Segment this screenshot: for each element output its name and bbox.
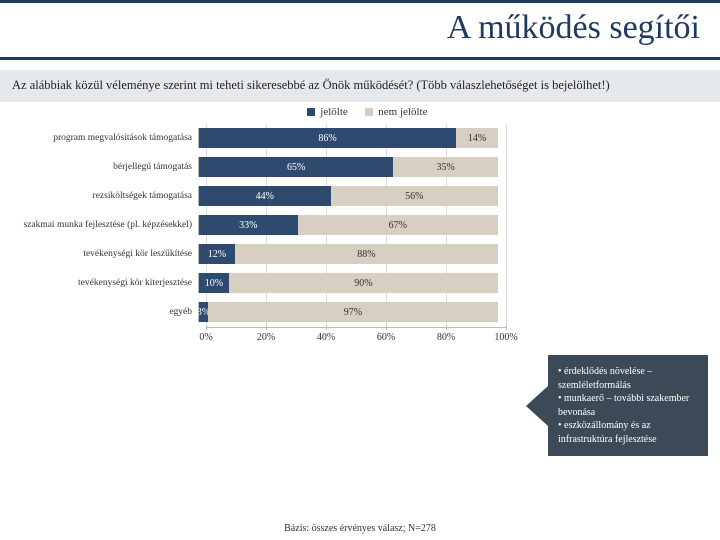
bar-segment-a: 86% (199, 128, 456, 148)
row-label: tevékenységi kör leszűkítése (8, 249, 198, 259)
legend-swatch-b (365, 108, 373, 116)
chart-row: tevékenységi kör leszűkítése12%88% (8, 240, 708, 269)
bar-track: 65%35% (198, 157, 498, 177)
chart-row: szakmai munka fejlesztése (pl. képzésekk… (8, 211, 708, 240)
chart-row: program megvalósítások támogatása86%14% (8, 124, 708, 153)
bar-track: 44%56% (198, 186, 498, 206)
chart-row: egyéb3%97% (8, 298, 708, 327)
row-label: bérjellegű támogatás (8, 162, 198, 172)
legend-swatch-a (307, 108, 315, 116)
chart-rows: program megvalósítások támogatása86%14%b… (8, 124, 708, 327)
axis-tick-label: 20% (257, 332, 275, 343)
bar-track: 33%67% (198, 215, 498, 235)
row-label: rezsiköltségek támogatása (8, 191, 198, 201)
legend-label-a: jelölte (320, 106, 348, 118)
bar-segment-b: 14% (456, 128, 498, 148)
axis-tick-label: 100% (494, 332, 517, 343)
side-note-item: • érdeklődés növelése – szemléletformálá… (558, 365, 698, 392)
row-label: program megvalósítások támogatása (8, 133, 198, 143)
chart-row: rezsiköltségek támogatása44%56% (8, 182, 708, 211)
bar-segment-b: 90% (229, 273, 498, 293)
bar-segment-b: 88% (235, 244, 498, 264)
axis-tick-label: 0% (199, 332, 212, 343)
bar-segment-a: 12% (199, 244, 235, 264)
axis-tick-label: 80% (437, 332, 455, 343)
question-text: Az alábbiak közül véleménye szerint mi t… (12, 78, 708, 94)
row-label: szakmai munka fejlesztése (pl. képzésekk… (8, 220, 198, 230)
title-band: A működés segítői (0, 0, 720, 60)
bar-segment-a: 3% (199, 302, 208, 322)
bar-segment-b: 67% (298, 215, 498, 235)
bar-segment-b: 56% (331, 186, 498, 206)
side-note-item: • eszközállomány és az infrastruktúra fe… (558, 419, 698, 446)
bar-segment-a: 65% (199, 157, 393, 177)
bar-segment-b: 97% (208, 302, 498, 322)
axis-tick-label: 60% (377, 332, 395, 343)
question-box: Az alábbiak közül véleménye szerint mi t… (0, 70, 720, 102)
bar-segment-a: 33% (199, 215, 298, 235)
row-label: egyéb (8, 307, 198, 317)
side-note-item: • munkaerő – további szakember bevonása (558, 392, 698, 419)
page-title: A működés segítői (0, 9, 700, 47)
bar-segment-b: 35% (393, 157, 498, 177)
footnote: Bázis: összes érvényes válasz; N=278 (0, 523, 720, 534)
x-axis: 0%20%40%60%80%100% (206, 327, 506, 351)
bar-segment-a: 10% (199, 273, 229, 293)
chart-row: tevékenységi kör kiterjesztése10%90% (8, 269, 708, 298)
bar-track: 3%97% (198, 302, 498, 322)
bar-chart: program megvalósítások támogatása86%14%b… (8, 124, 708, 351)
axis-tick-label: 40% (317, 332, 335, 343)
legend-label-b: nem jelölte (378, 106, 427, 118)
bar-track: 12%88% (198, 244, 498, 264)
bar-segment-a: 44% (199, 186, 331, 206)
side-note-box: • érdeklődés növelése – szemléletformálá… (548, 355, 708, 456)
bar-track: 10%90% (198, 273, 498, 293)
chart-row: bérjellegű támogatás65%35% (8, 153, 708, 182)
chart-legend: jelölte nem jelölte (0, 106, 720, 118)
row-label: tevékenységi kör kiterjesztése (8, 278, 198, 288)
bar-track: 86%14% (198, 128, 498, 148)
